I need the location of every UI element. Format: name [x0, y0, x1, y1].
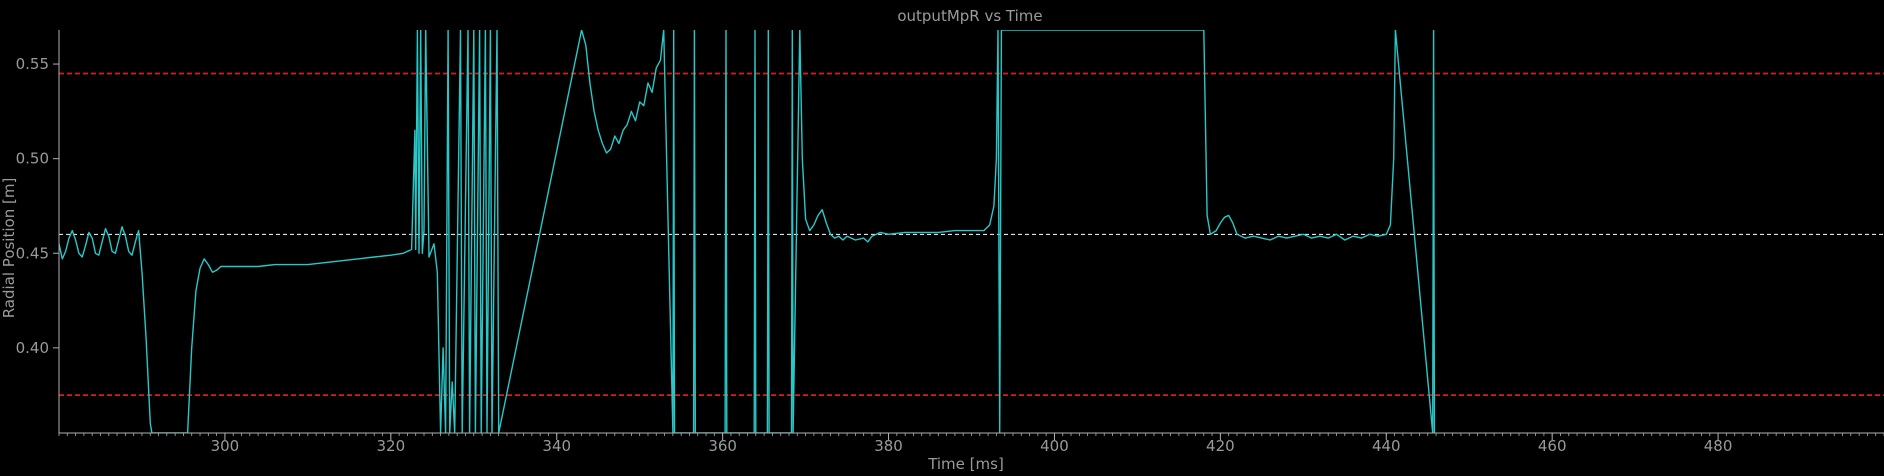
x-tick-label: 440	[1372, 437, 1401, 455]
y-tick-label: 0.55	[16, 55, 49, 73]
y-axis-label: Radial Position [m]	[0, 178, 18, 319]
x-axis-label: Time [ms]	[927, 455, 1004, 473]
x-tick-label: 400	[1040, 437, 1069, 455]
x-tick-label: 300	[211, 437, 240, 455]
x-tick-label: 380	[874, 437, 903, 455]
plot-area	[59, 30, 1884, 433]
axes: 300 320 340 360 380 400 420 440 460 480 0.40 0.45 0.…	[16, 30, 1884, 455]
y-tick-label: 0.45	[16, 244, 49, 262]
x-tick-label: 360	[708, 437, 737, 455]
chart-title: outputMpR vs Time	[897, 7, 1042, 25]
x-tick-label: 480	[1704, 437, 1733, 455]
x-tick-label: 320	[376, 437, 405, 455]
x-tick-label: 340	[542, 437, 571, 455]
y-tick-label: 0.50	[16, 150, 49, 168]
x-tick-label: 420	[1206, 437, 1235, 455]
y-tick-label: 0.40	[16, 339, 49, 357]
data-series-line	[59, 30, 1436, 433]
x-tick-label: 460	[1538, 437, 1567, 455]
